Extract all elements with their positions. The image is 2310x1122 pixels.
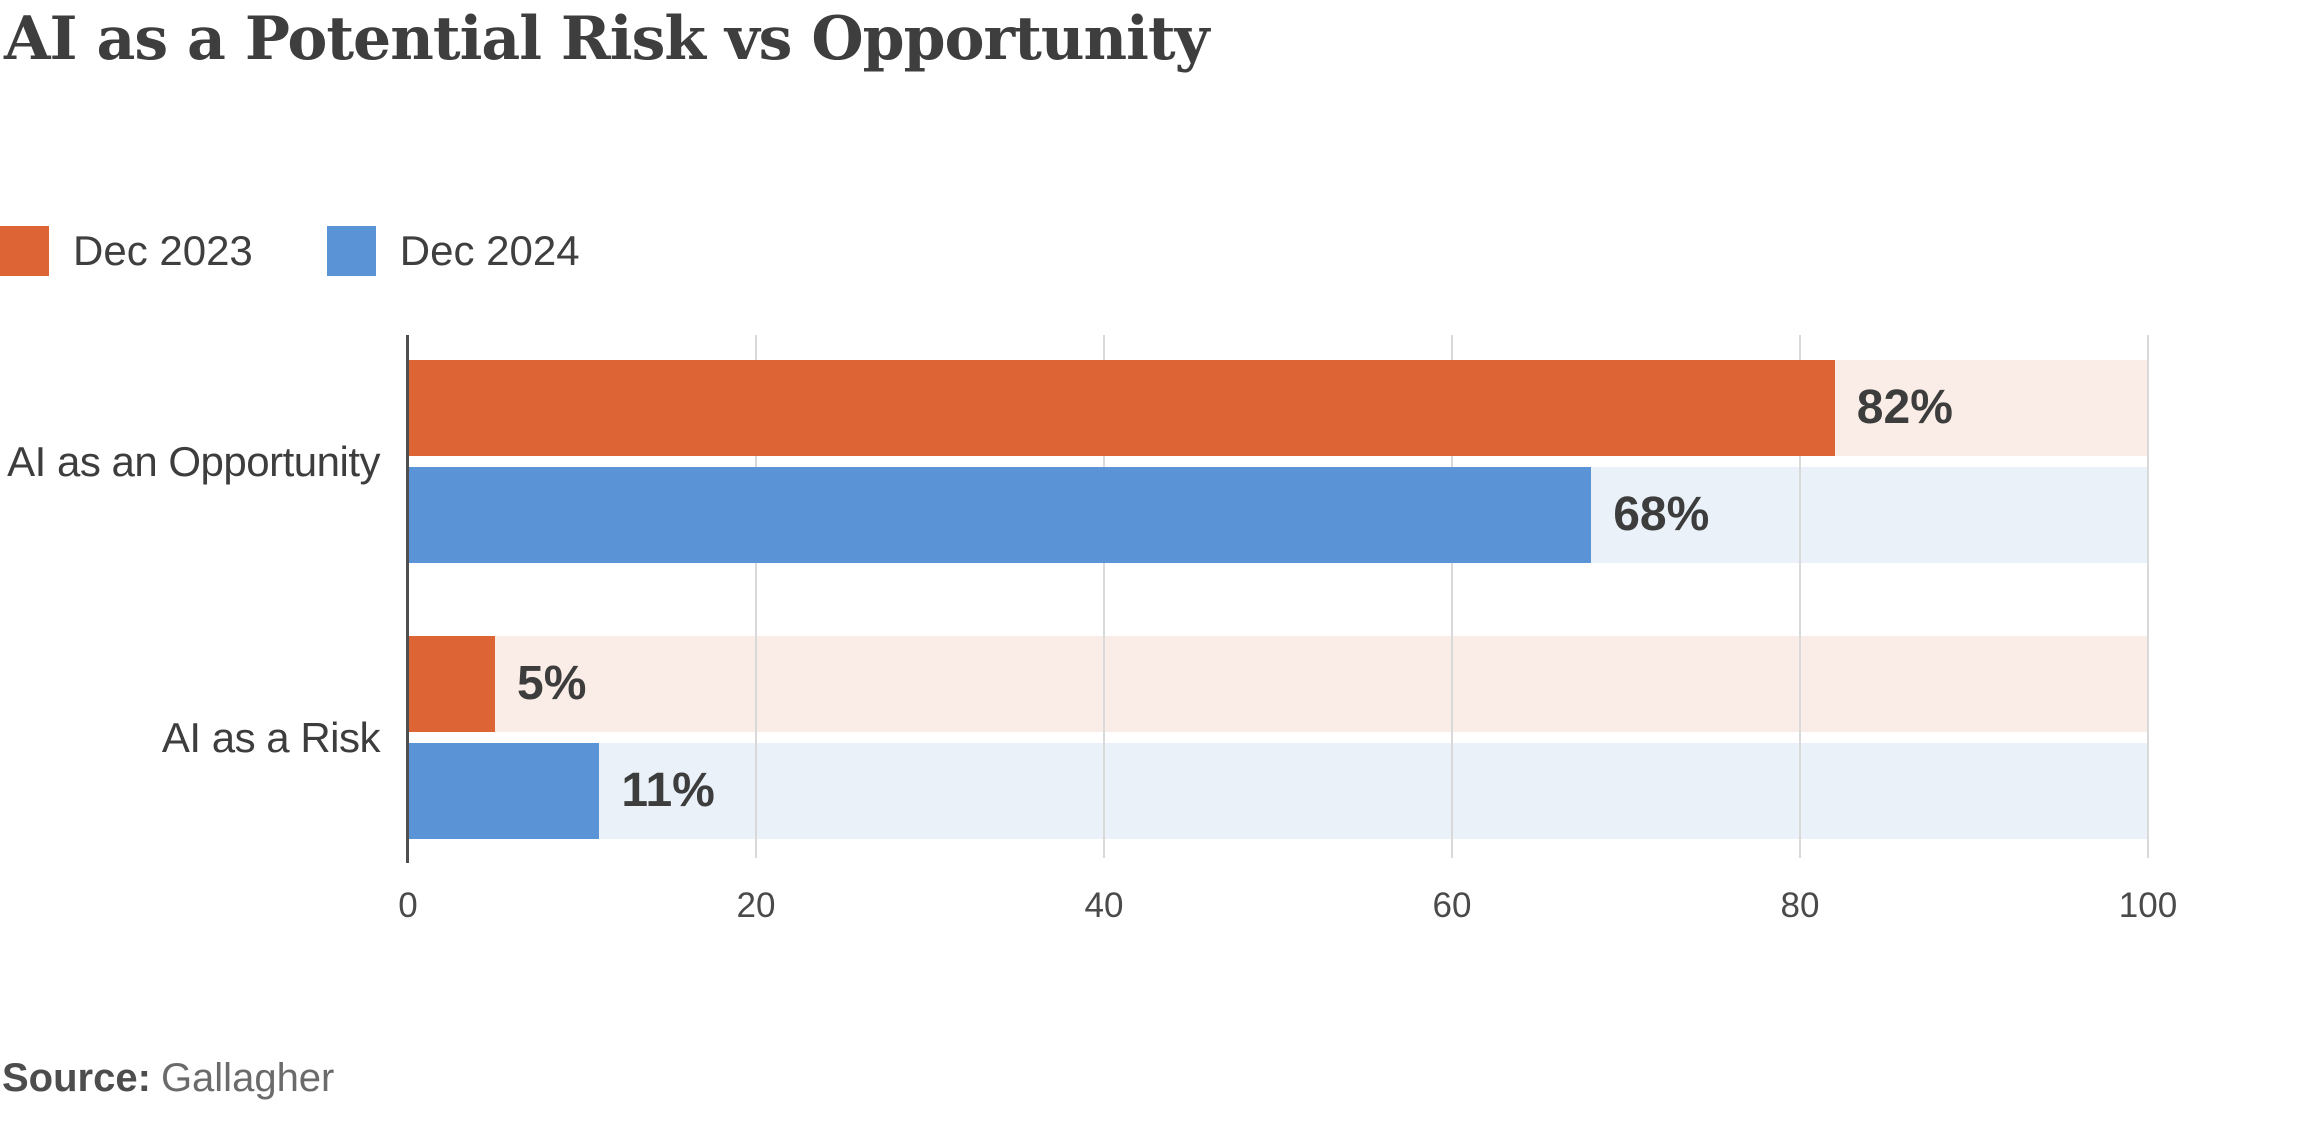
bar-fill bbox=[408, 360, 1835, 456]
bar-value-label: 11% bbox=[621, 764, 715, 817]
bar-track bbox=[408, 636, 2148, 732]
gridline bbox=[2147, 335, 2149, 858]
chart-title: AI as a Potential Risk vs Opportunity bbox=[4, 4, 1209, 74]
gridline bbox=[1451, 335, 1453, 858]
bar-value-label: 68% bbox=[1613, 488, 1710, 541]
category-label: AI as an Opportunity bbox=[7, 437, 380, 485]
legend-item: Dec 2024 bbox=[326, 226, 580, 276]
x-tick-label: 40 bbox=[1084, 886, 1124, 925]
legend-item: Dec 2023 bbox=[0, 226, 253, 276]
x-tick-label: 60 bbox=[1432, 886, 1472, 925]
bar-fill bbox=[408, 467, 1592, 563]
legend: Dec 2023 Dec 2024 bbox=[0, 226, 654, 276]
bar-fill bbox=[408, 743, 600, 839]
legend-label: Dec 2024 bbox=[399, 227, 580, 274]
x-tick-label: 0 bbox=[398, 886, 418, 925]
bar-value-label: 82% bbox=[1856, 381, 1953, 434]
source-line: Source: Gallagher bbox=[2, 1056, 334, 1101]
bar-fill bbox=[408, 636, 495, 732]
x-tick-label: 80 bbox=[1780, 886, 1820, 925]
legend-label: Dec 2023 bbox=[73, 227, 253, 274]
legend-swatch bbox=[326, 226, 376, 276]
bar-value-label: 5% bbox=[517, 657, 587, 710]
legend-swatch bbox=[0, 226, 49, 276]
source-label: Source: bbox=[2, 1056, 151, 1100]
bar-track bbox=[408, 743, 2148, 839]
gridline bbox=[1799, 335, 1801, 858]
x-tick-label: 100 bbox=[2118, 886, 2178, 925]
x-tick-label: 20 bbox=[736, 886, 776, 925]
gridline bbox=[1103, 335, 1105, 858]
source-value: Gallagher bbox=[160, 1056, 335, 1100]
y-axis-line bbox=[406, 335, 409, 863]
category-label: AI as a Risk bbox=[161, 713, 381, 761]
gridline bbox=[755, 335, 757, 858]
